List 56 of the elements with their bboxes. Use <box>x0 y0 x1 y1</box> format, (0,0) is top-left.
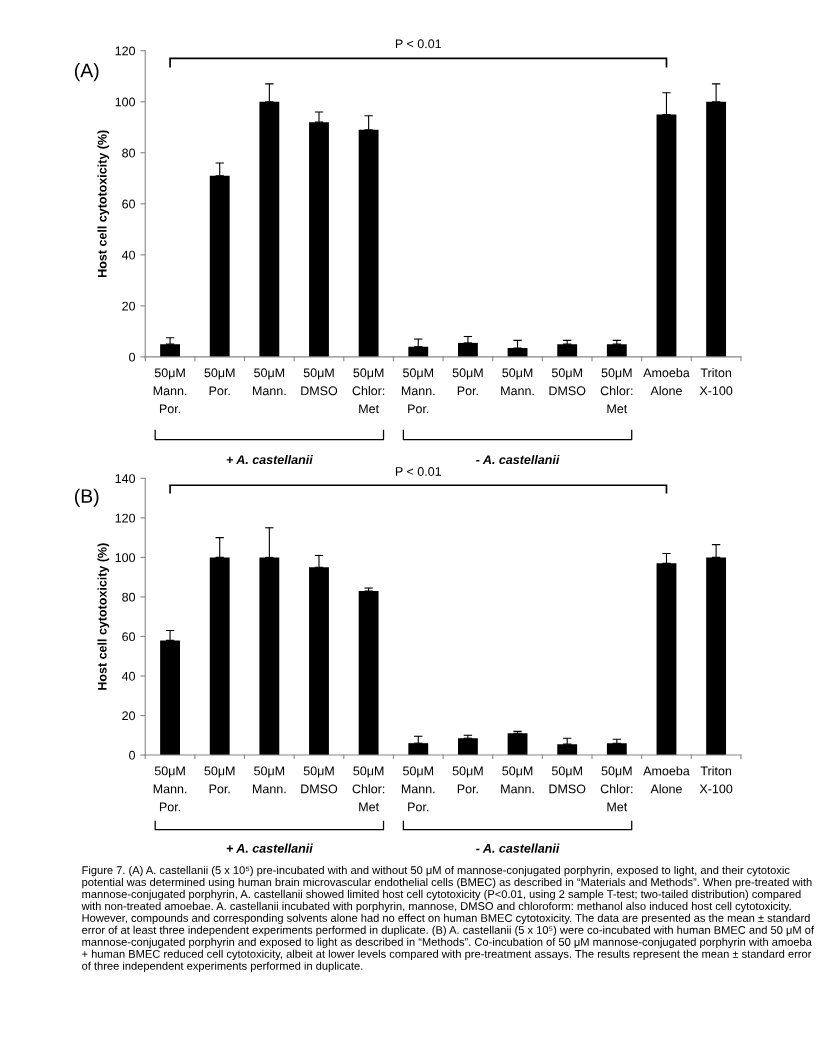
x-tick-label: 50μM Chlor: Met <box>600 766 633 812</box>
y-tick-label: 60 <box>122 199 136 209</box>
text: P < 0.01 <box>395 39 442 49</box>
x-tick-label: Amoeba Alone <box>643 766 690 794</box>
x-tick-label: Triton X-100 <box>699 766 733 794</box>
text: + A. castellanii <box>226 454 313 465</box>
y-tick-label: 0 <box>129 352 136 362</box>
bar <box>457 738 478 756</box>
bar <box>606 344 627 357</box>
y-tick-label: 120 <box>115 46 136 56</box>
x-tick-label: 50μM Mann. <box>501 766 534 794</box>
text: + A. castellanii <box>226 843 313 853</box>
y-tick-label: 80 <box>122 592 136 602</box>
x-tick-label: 50μM Mann. Por. <box>153 766 187 812</box>
x-tick-label: 50μM Mann. Por. <box>401 368 435 414</box>
y-tick-label: 100 <box>115 553 136 563</box>
x-tick-label: 50μM Mann. Por. <box>401 766 435 812</box>
text: - A. castellanii <box>476 843 560 853</box>
x-tick-label: 50μM Por. <box>452 368 483 396</box>
bar <box>507 733 528 756</box>
chart-title: (B) <box>74 488 99 507</box>
x-tick-label: 50μM Por. <box>204 766 235 794</box>
x-tick-label: 50μM Mann. Por. <box>153 368 187 414</box>
text: - A. castellanii <box>476 454 560 465</box>
text: P < 0.01 <box>395 467 442 476</box>
y-tick-label: 80 <box>122 148 136 158</box>
x-tick-label: Triton X-100 <box>699 368 733 396</box>
y-tick-label: 60 <box>122 632 136 642</box>
x-tick-label: 50μM Mann. <box>253 766 286 794</box>
x-tick-label: 50μM Mann. <box>253 368 286 396</box>
y-tick-label: 140 <box>115 474 136 484</box>
y-tick-label: 40 <box>121 250 136 260</box>
y-axis-title: Host cell cytotoxicity (%) <box>97 543 110 690</box>
y-tick-label: 20 <box>122 301 136 311</box>
x-tick-label: 50μM Chlor: Met <box>600 368 633 414</box>
y-tick-label: 120 <box>115 513 136 523</box>
text: (A) <box>74 63 99 82</box>
x-tick-label: 50μM Chlor: Met <box>352 368 385 414</box>
x-tick-label: 50μM Por. <box>452 766 483 794</box>
y-tick-label: 20 <box>122 711 136 721</box>
x-tick-label: 50μM Mann. <box>501 368 534 396</box>
x-tick-label: 50μM DMSO <box>549 368 586 396</box>
text: Figure 7. (A) A. castellanii (5 x 10⁵) pre-incubated with and without 50 μM of mannose-conjugated porphyrin, exposed to light, and their cytotoxic potential was determined using human brain microvascular endothelial cells (BMEC) as described in “Materials and Methods”. When pre-treated with mannose-conjugated porphyrin, A. castellanii showed limited host cell cytotoxicity (P<0.01, using 2 sample T-test; two-tailed distribution) compared with non-treated amoebae. A. castellanii incubated with porphyrin, mannose, DMSO and chloroform: methanol also induced host cell cytotoxicity. However, compounds and corresponding solvents alone had no effect on human BMEC cytotoxicity. The data are presented as the mean ± standard error of at least three independent experiments performed in duplicate. (B) A. castellanii (5 x 10⁵) were co-incubated with human BMEC and 50 μM of mannose-conjugated porphyrin and exposed to light as described in “Methods”. Co-incubation of 50 μM mannose-conjugated porphyrin with amoeba + human BMEC reduced cell cytotoxicity, albeit at lower levels compared with pre-treatment assays. The results represent the mean ± standard error of three independent experiments performed in duplicate. <box>81 865 814 973</box>
y-axis-title: Host cell cytotoxicity (%) <box>97 130 110 277</box>
y-tick-label: 100 <box>115 97 136 107</box>
bar <box>557 344 578 357</box>
bar <box>358 591 379 756</box>
y-tick-label: 0 <box>129 750 136 760</box>
bar <box>606 743 627 756</box>
x-tick-label: 50μM DMSO <box>301 766 338 794</box>
x-tick-label: 50μM DMSO <box>549 766 586 794</box>
x-tick-label: Amoeba Alone <box>643 368 690 396</box>
y-tick-label: 40 <box>121 671 136 681</box>
x-tick-label: 50μM Chlor: Met <box>352 766 385 812</box>
x-tick-label: 50μM DMSO <box>301 368 338 396</box>
x-tick-label: 50μM Por. <box>204 368 235 396</box>
